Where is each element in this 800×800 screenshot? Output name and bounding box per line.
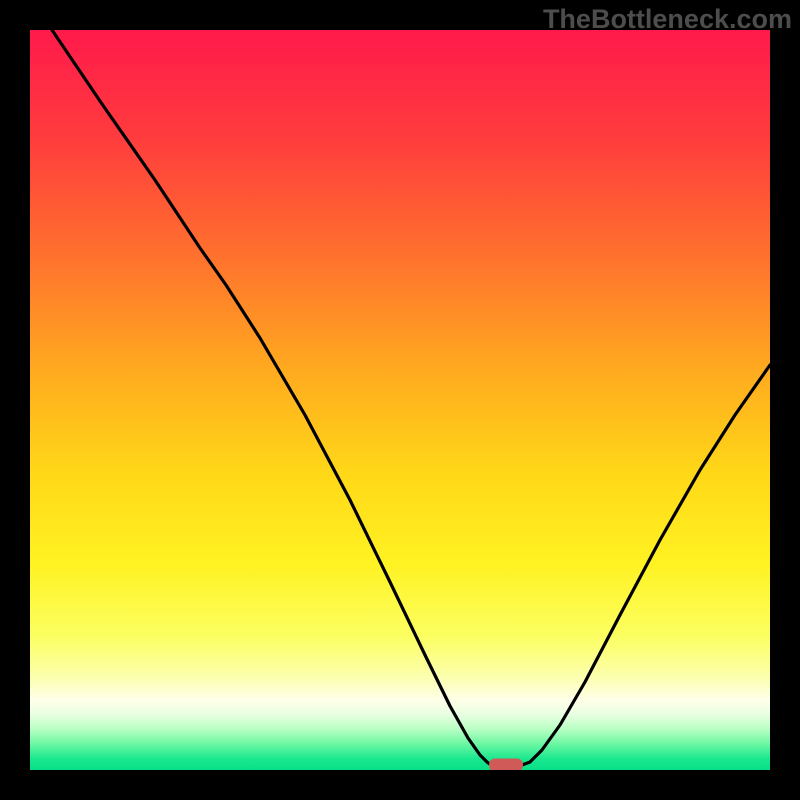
- watermark-text: TheBottleneck.com: [543, 4, 792, 35]
- optimum-marker: [489, 759, 523, 771]
- chart-svg: [30, 30, 770, 770]
- gradient-background: [30, 30, 770, 770]
- plot-area: [30, 30, 770, 770]
- chart-frame: TheBottleneck.com: [0, 0, 800, 800]
